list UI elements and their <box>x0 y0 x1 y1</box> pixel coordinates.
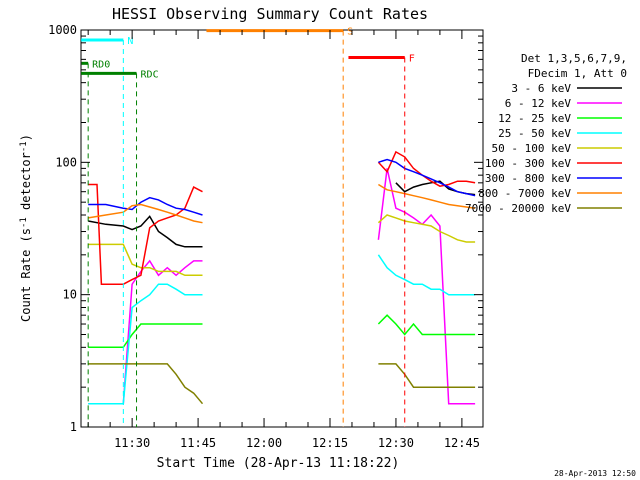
x-tick-label: 12:45 <box>444 436 480 450</box>
series-line-7 <box>378 158 476 197</box>
series-line-3 <box>377 314 476 336</box>
x-tick-label: 11:45 <box>180 436 216 450</box>
timestamp: 28-Apr-2013 12:50 <box>554 469 636 478</box>
legend-label-8: 800 - 7000 keV <box>478 187 571 200</box>
legend-label-1: 3 - 6 keV <box>511 82 571 95</box>
series-line-9 <box>378 363 476 388</box>
x-tick-label: 12:15 <box>312 436 348 450</box>
series-line-8 <box>378 183 476 209</box>
series-line-8 <box>88 203 203 224</box>
legend-label-4: 25 - 50 keV <box>498 127 571 140</box>
legend-label-9: 7000 - 20000 keV <box>465 202 571 215</box>
series-line-7 <box>88 196 203 216</box>
legend: Det 1,3,5,6,7,9, FDecim 1, Att 0 3 - 6 k… <box>465 52 627 215</box>
x-tick-label: 12:00 <box>246 436 282 450</box>
y-axis-label: Count Rate (s-1 detector-1) <box>19 134 33 322</box>
series-line-3 <box>88 323 203 349</box>
flag-label-n: N <box>127 36 133 47</box>
legend-header-line-1: Det 1,3,5,6,7,9, <box>521 52 627 65</box>
series-line-6 <box>377 150 476 187</box>
flag-label-rd0: RD0 <box>92 59 110 70</box>
y-tick-label: 10 <box>63 288 77 302</box>
tick-layer: 1 10 100 1000 11:30 11:45 12:00 12:15 12:30 12:45 <box>48 23 483 450</box>
y-tick-label: 1 <box>70 420 77 434</box>
series-line-5 <box>88 243 203 277</box>
x-tick-label: 11:30 <box>114 436 150 450</box>
flag-label-rdc: RDC <box>141 69 159 80</box>
legend-label-2: 6 - 12 keV <box>505 97 572 110</box>
y-axis-label-main: Count Rate (s <box>19 228 33 322</box>
flag-label-f: F <box>409 53 415 64</box>
legend-label-5: 50 - 100 keV <box>492 142 572 155</box>
y-tick-label: 100 <box>55 155 77 169</box>
y-axis-label-sup1: -1 <box>19 217 29 228</box>
flag-layer: N S F RD0 RDC <box>81 27 415 427</box>
flag-label-s: S <box>347 27 353 38</box>
series-line-4 <box>88 283 203 405</box>
x-tick-label: 12:30 <box>378 436 414 450</box>
legend-header-line-2: FDecim 1, Att 0 <box>528 67 627 80</box>
y-axis-label-end: ) <box>19 134 33 141</box>
y-axis-label-sup2: -1 <box>19 141 29 152</box>
legend-label-7: 300 - 800 keV <box>485 172 571 185</box>
y-tick-label: 1000 <box>48 23 77 37</box>
legend-label-3: 12 - 25 keV <box>498 112 571 125</box>
y-axis-label-mid: detector <box>19 152 33 217</box>
chart-title: HESSI Observing Summary Count Rates <box>112 5 428 23</box>
series-line-2 <box>377 168 476 405</box>
series-line-5 <box>377 214 476 243</box>
series-layer <box>88 150 476 405</box>
x-axis-label: Start Time (28-Apr-13 11:18:22) <box>157 456 400 471</box>
series-line-4 <box>377 254 476 296</box>
legend-label-6: 100 - 300 keV <box>485 157 571 170</box>
series-line-9 <box>88 363 204 405</box>
